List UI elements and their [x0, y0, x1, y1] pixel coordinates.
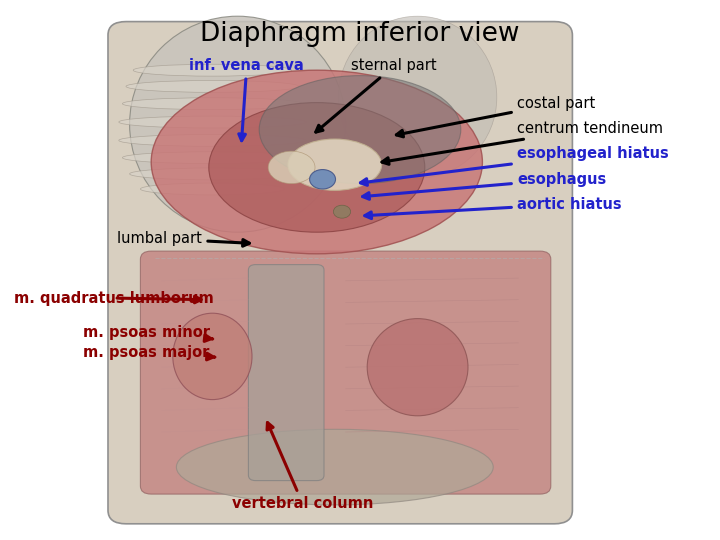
Circle shape	[310, 170, 336, 189]
FancyBboxPatch shape	[108, 22, 572, 524]
Text: sternal part: sternal part	[316, 58, 437, 132]
Ellipse shape	[130, 168, 295, 180]
Ellipse shape	[173, 313, 252, 400]
Ellipse shape	[151, 70, 482, 254]
Text: aortic hiatus: aortic hiatus	[365, 197, 621, 219]
Ellipse shape	[338, 16, 497, 178]
Ellipse shape	[122, 152, 302, 164]
Ellipse shape	[367, 319, 468, 416]
Ellipse shape	[140, 183, 284, 195]
Ellipse shape	[259, 76, 461, 184]
Circle shape	[333, 205, 351, 218]
Text: m. quadratus lumborum: m. quadratus lumborum	[14, 291, 214, 306]
Text: m. psoas major: m. psoas major	[83, 345, 215, 360]
Ellipse shape	[130, 16, 346, 232]
Text: centrum tendineum: centrum tendineum	[382, 121, 663, 164]
Text: m. psoas minor: m. psoas minor	[83, 325, 213, 341]
Ellipse shape	[119, 134, 306, 146]
Text: vertebral column: vertebral column	[232, 423, 373, 511]
Text: inf. vena cava: inf. vena cava	[189, 58, 304, 141]
Ellipse shape	[126, 80, 299, 92]
Ellipse shape	[119, 116, 306, 128]
Ellipse shape	[133, 64, 292, 76]
Ellipse shape	[209, 103, 425, 232]
Text: esophageal hiatus: esophageal hiatus	[361, 146, 669, 185]
Text: lumbal part: lumbal part	[117, 231, 249, 246]
Text: esophagus: esophagus	[363, 172, 606, 199]
Text: costal part: costal part	[396, 96, 595, 137]
Ellipse shape	[288, 139, 382, 191]
Text: Diaphragm inferior view: Diaphragm inferior view	[200, 21, 520, 46]
Ellipse shape	[122, 98, 302, 110]
Ellipse shape	[269, 151, 315, 184]
FancyBboxPatch shape	[248, 265, 324, 481]
FancyBboxPatch shape	[140, 251, 551, 494]
Ellipse shape	[176, 429, 493, 505]
